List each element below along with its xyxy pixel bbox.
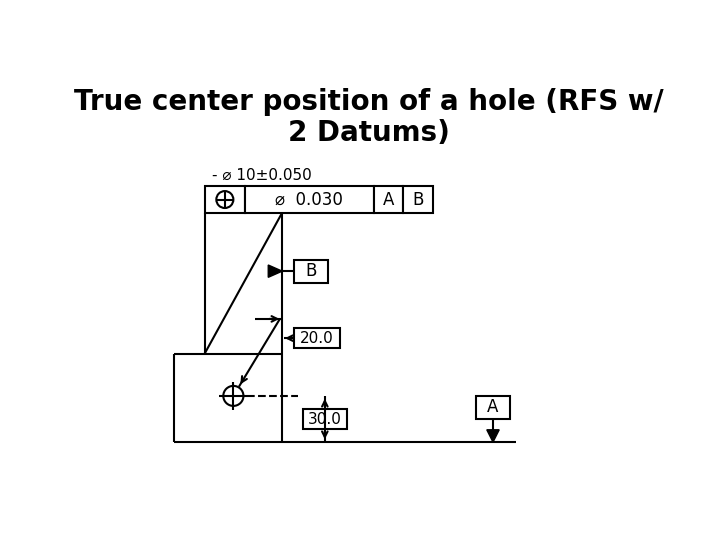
Polygon shape [269, 265, 282, 278]
Text: 20.0: 20.0 [300, 330, 334, 346]
Bar [403, 186, 433, 213]
Bar [303, 409, 346, 429]
Bar [294, 328, 341, 348]
Text: True center position of a hole (RFS w/: True center position of a hole (RFS w/ [74, 88, 664, 116]
Bar [374, 186, 403, 213]
Text: B: B [305, 262, 317, 280]
Text: 30.0: 30.0 [308, 411, 342, 427]
Bar [245, 186, 374, 213]
Text: ⌀  0.030: ⌀ 0.030 [275, 191, 343, 208]
Text: - ⌀ 10±0.050: - ⌀ 10±0.050 [212, 167, 312, 183]
Text: A: A [383, 191, 394, 208]
Bar [294, 260, 328, 283]
Text: 2 Datums): 2 Datums) [288, 119, 450, 147]
Text: A: A [487, 399, 499, 416]
Bar [476, 396, 510, 419]
Polygon shape [487, 430, 499, 442]
Bar [204, 186, 245, 213]
Text: B: B [412, 191, 423, 208]
